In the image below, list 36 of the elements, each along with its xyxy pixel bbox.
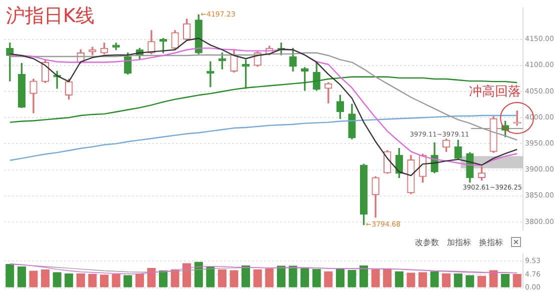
bar: [324, 271, 333, 288]
bar: [336, 268, 344, 288]
bar: [17, 266, 26, 288]
bar: [182, 263, 192, 288]
bar: [418, 272, 428, 288]
text: 加指标: [447, 236, 471, 248]
bar: [218, 269, 227, 288]
bar: [6, 264, 14, 288]
bar: [300, 267, 310, 288]
bar: [230, 270, 238, 288]
bar: [206, 266, 215, 288]
bar: [147, 268, 156, 288]
text: 改参数: [415, 236, 439, 248]
bar: [40, 270, 50, 288]
bar: [52, 272, 62, 288]
text: 换指标: [479, 236, 503, 248]
bar: [288, 266, 298, 288]
bar: [158, 270, 168, 288]
bar: [253, 269, 262, 288]
bar: [489, 270, 498, 288]
bar: [194, 262, 203, 288]
chart-title: 沪指日K线: [6, 4, 94, 29]
bar: [394, 271, 404, 288]
bar: [359, 265, 368, 288]
bar: [430, 271, 439, 288]
bar: [312, 268, 321, 288]
bar: [29, 270, 38, 288]
bar: [348, 270, 356, 288]
bar: [383, 268, 392, 288]
bar: [276, 266, 286, 288]
bar: [406, 272, 416, 288]
bar: [170, 269, 180, 288]
bar: [241, 265, 250, 288]
annotation: 冲高回落: [469, 84, 521, 100]
bar: [371, 269, 380, 288]
bar: [265, 268, 274, 288]
